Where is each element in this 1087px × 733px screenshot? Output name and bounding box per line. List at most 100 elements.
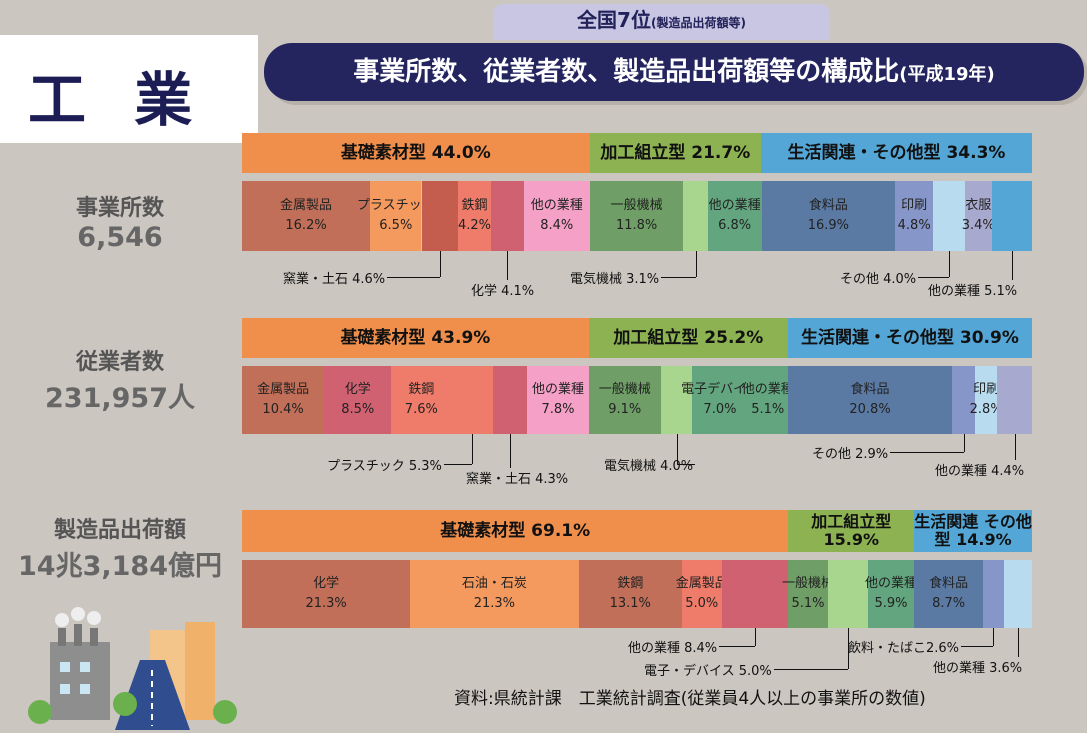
segment-bar: 一般機械 9.1%	[588, 366, 661, 434]
row-label-shipments: 製造品出荷額 14兆3,184億円	[0, 512, 240, 583]
segment-value: 16.9%	[807, 218, 850, 233]
section-title: 工 業	[28, 66, 207, 134]
segment-name: 他の業種	[530, 198, 583, 213]
segment-name: 鉄鋼	[408, 382, 435, 397]
row-label-employees: 従業者数 231,957人	[0, 344, 240, 415]
segment-value: 10.4%	[262, 402, 304, 417]
leader-line	[472, 434, 474, 464]
segment-name: 金属製品	[675, 576, 728, 591]
segment-name: 金属製品	[280, 198, 333, 213]
segment-annotation: 飲料・たばこ2.6%	[848, 641, 960, 656]
leader-line	[387, 277, 440, 278]
segment-name: 化学	[313, 576, 340, 591]
segment-bar: 鉄鋼 7.6%	[391, 366, 452, 434]
leader-line	[676, 434, 678, 464]
section-title-box: 工 業	[0, 35, 258, 143]
segment-bar	[491, 181, 524, 251]
segment-bar	[933, 181, 965, 251]
category-bar: 生活関連 その他型 14.9%	[914, 510, 1032, 552]
segment-bar: 電子デバイス 7.0%	[681, 366, 759, 434]
leader-line	[695, 251, 697, 277]
category-bar: 生活関連・その他型 30.9%	[787, 318, 1032, 358]
segment-name: 鉄鋼	[461, 198, 488, 213]
leader-line	[918, 277, 949, 278]
row-label: 従業者数	[75, 350, 164, 375]
segment-bar: 化学 8.5%	[324, 366, 392, 434]
segment-value: 4.8%	[897, 218, 931, 233]
segment-name: 他の業種	[741, 382, 794, 397]
segment-value: 21.3%	[305, 596, 347, 611]
leader-line	[1014, 434, 1016, 460]
segment-value: 21.3%	[473, 596, 516, 611]
category-bar: 加工組立型 25.2%	[588, 318, 788, 358]
chart-banner: 事業所数、従業者数、製造品出荷額等の構成比(平成19年)	[264, 43, 1084, 101]
segment-bar	[828, 560, 868, 628]
segment-name: 電子デバイス	[681, 382, 759, 397]
segment-bar: 食料品 16.9%	[761, 181, 896, 251]
leader-line	[1017, 628, 1019, 657]
segment-bar: 一般機械 5.1%	[782, 560, 834, 628]
segment-bar: 石油・石炭 21.3%	[410, 560, 579, 628]
segment-annotation: 他の業種 3.6%	[933, 661, 1023, 676]
leader-line	[439, 251, 441, 277]
segment-value: 7.6%	[404, 402, 438, 417]
leader-line	[443, 464, 473, 465]
segment-bar: 金属製品 16.2%	[242, 181, 371, 251]
segment-bar	[421, 181, 458, 251]
segment-bar: 衣服 3.4%	[962, 181, 995, 251]
segment-annotation: 他の業種 4.4%	[935, 464, 1025, 479]
segment-annotation: 他の業種 8.4%	[628, 641, 718, 656]
leader-line	[773, 669, 848, 670]
segment-name: 他の業種	[708, 198, 761, 213]
source-note: 資料:県統計課 工業統計調査(従業員4人以上の事業所の数値)	[454, 689, 926, 709]
category-bar: 基礎素材型 44.0%	[242, 133, 590, 173]
segment-bar: 化学 21.3%	[242, 560, 411, 628]
segment-value: 5.1%	[751, 402, 785, 417]
leader-line	[961, 646, 994, 647]
segment-bar: 他の業種 5.9%	[864, 560, 917, 628]
segment-bar: 他の業種 6.8%	[707, 181, 762, 251]
segment-bar: 印刷 2.8%	[970, 366, 1003, 434]
segment-value: 13.1%	[609, 596, 651, 611]
segment-bar: 他の業種 8.4%	[523, 181, 590, 251]
rank-main: 全国7位	[577, 8, 651, 32]
category-bar: 基礎素材型 43.9%	[242, 318, 589, 358]
segment-bar	[493, 366, 528, 434]
category-bar: 加工組立型 15.9%	[788, 510, 915, 552]
segment-bar	[997, 366, 1032, 434]
segment-name: 一般機械	[782, 576, 835, 591]
segment-bar	[721, 560, 788, 628]
row-value: 14兆3,184億円	[18, 551, 222, 582]
leader-line	[963, 434, 965, 452]
segment-value: 8.7%	[932, 596, 966, 611]
segment-name: プラスチック	[356, 198, 435, 213]
segment-name: 金属製品	[257, 382, 310, 397]
leader-line	[993, 628, 995, 646]
segment-bar	[683, 181, 708, 251]
segment-bar	[952, 366, 976, 434]
segment-name: 食料品	[929, 576, 969, 591]
leader-line	[661, 277, 696, 278]
leader-line	[676, 464, 696, 465]
segment-name: 鉄鋼	[617, 576, 644, 591]
banner-main: 事業所数、従業者数、製造品出荷額等の構成比	[353, 57, 900, 87]
factory-illustration	[28, 607, 237, 730]
segment-name: 石油・石炭	[461, 576, 527, 591]
segment-name: 一般機械	[598, 382, 651, 397]
row-label: 事業所数	[75, 196, 164, 221]
segment-bar	[983, 560, 1004, 628]
segment-name: 他の業種	[864, 576, 917, 591]
segment-bar	[451, 366, 494, 434]
segment-value: 8.4%	[540, 218, 574, 233]
segment-value: 16.2%	[285, 218, 327, 233]
category-bar: 生活関連・その他型 34.3%	[761, 133, 1032, 173]
leader-line	[719, 646, 755, 647]
segment-bar: 食料品 8.7%	[914, 560, 983, 628]
rank-note: (製造品出荷額等)	[650, 16, 746, 30]
segment-value: 4.2%	[457, 218, 491, 233]
leader-line	[890, 452, 964, 453]
segment-annotation: その他 2.9%	[812, 447, 889, 462]
segment-bar: 印刷 4.8%	[895, 181, 934, 251]
category-bar: 加工組立型 21.7%	[589, 133, 762, 173]
row-value: 6,546	[77, 222, 163, 253]
